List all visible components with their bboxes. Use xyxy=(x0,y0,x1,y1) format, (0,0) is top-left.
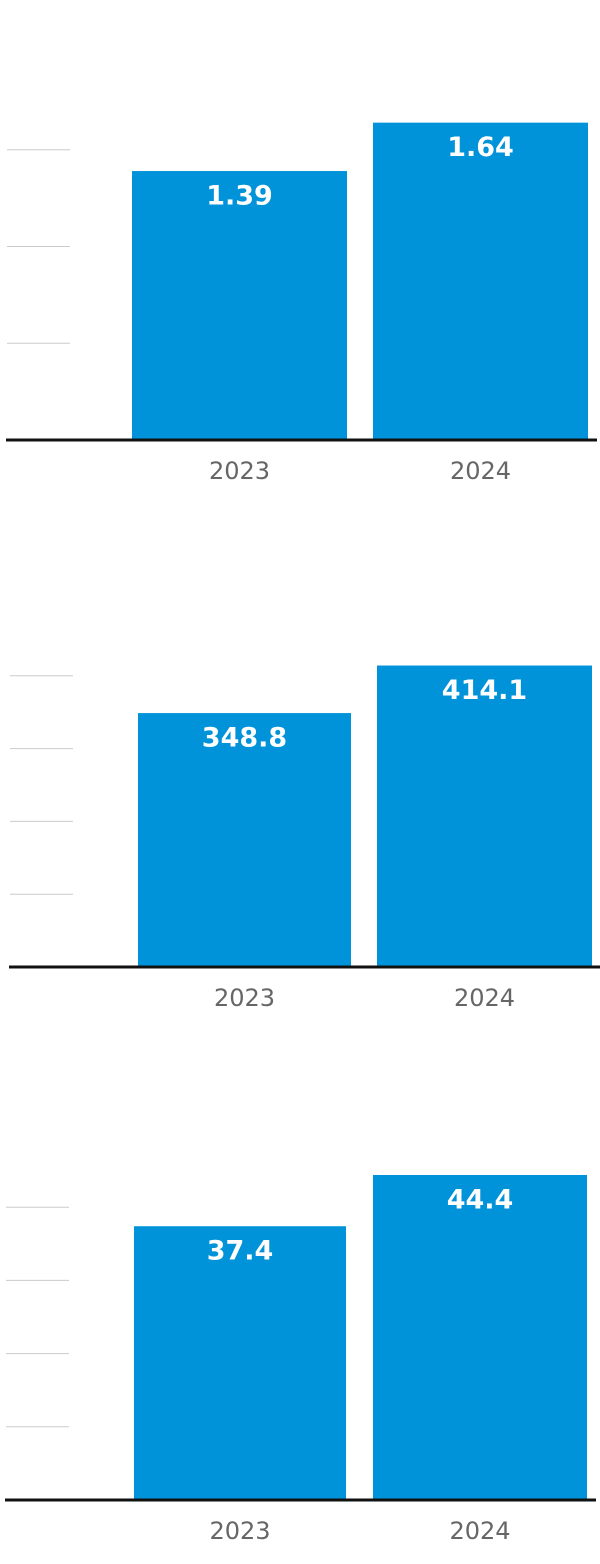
value-label: 1.39 xyxy=(206,181,273,212)
bar xyxy=(134,1226,346,1500)
value-label: 44.4 xyxy=(447,1184,514,1215)
bar xyxy=(138,713,351,967)
bar xyxy=(373,1174,587,1500)
value-label: 414.1 xyxy=(442,675,527,706)
x-tick-label: 2023 xyxy=(214,984,275,1012)
x-tick-label: 2023 xyxy=(209,457,270,485)
x-tick-label: 2023 xyxy=(209,1517,270,1545)
value-label: 348.8 xyxy=(202,723,287,754)
bar xyxy=(377,665,592,967)
value-label: 1.64 xyxy=(447,132,514,163)
bar xyxy=(132,171,347,440)
x-tick-label: 2024 xyxy=(449,1517,510,1545)
value-label: 37.4 xyxy=(207,1236,274,1267)
bar xyxy=(373,122,588,440)
x-tick-label: 2024 xyxy=(454,984,515,1012)
x-tick-label: 2024 xyxy=(450,457,511,485)
